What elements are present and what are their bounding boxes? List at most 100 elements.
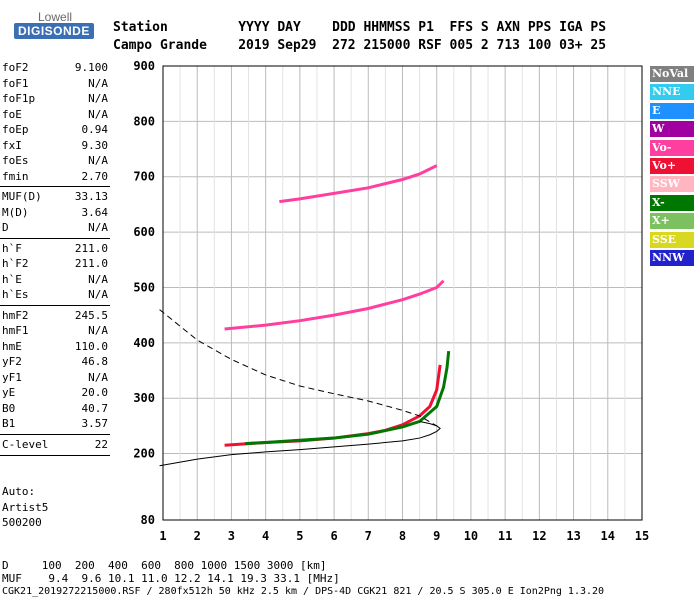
param-row: D N/A <box>2 220 108 235</box>
x-tick-label: 7 <box>365 529 372 543</box>
y-tick-label: 80 <box>141 513 155 527</box>
plot-frame <box>162 65 643 521</box>
param-row: foE N/A <box>2 107 108 122</box>
legend-item: X+ <box>650 213 694 230</box>
param-key: foEp <box>2 123 29 136</box>
footer-file-info: CGK21_2019272215000.RSF / 280fx512h 50 k… <box>2 586 605 597</box>
param-row: foEp 0.94 <box>2 122 108 137</box>
legend-item: Vo- <box>650 139 694 156</box>
legend-item: E <box>650 102 694 119</box>
auto-code: 500200 <box>2 516 42 529</box>
legend-item: Vo+ <box>650 158 694 174</box>
echo-trace <box>279 164 438 204</box>
param-value: 211.0 <box>74 257 108 270</box>
param-row: fxI 9.30 <box>2 138 108 153</box>
param-key: hmF1 <box>2 324 29 337</box>
header-row-values: Campo Grande 2019 Sep29 272 215000 RSF 0… <box>113 38 607 53</box>
param-value: N/A <box>88 107 108 121</box>
param-value: 22 <box>94 437 108 451</box>
param-value: N/A <box>88 288 108 301</box>
auto-label: Auto: <box>2 485 36 498</box>
param-key: MUF(D) <box>2 190 42 203</box>
param-row: hmF2 245.5 <box>2 308 108 323</box>
param-key: fmin <box>2 169 29 183</box>
legend-item: W <box>650 121 694 138</box>
param-value: N/A <box>88 154 108 167</box>
param-row: yF1 N/A <box>2 370 108 385</box>
param-value: 9.100 <box>74 61 108 74</box>
param-value: N/A <box>88 221 108 234</box>
param-value: N/A <box>88 324 108 337</box>
param-row: h`Es N/A <box>2 287 108 302</box>
param-value: 110.0 <box>74 339 108 353</box>
param-separator <box>0 186 110 187</box>
dashed-profile-line <box>159 309 437 427</box>
x-tick-label: 9 <box>433 529 440 543</box>
param-value: 245.5 <box>74 308 108 322</box>
y-tick-label: 800 <box>133 114 155 128</box>
x-tick-label: 2 <box>194 529 201 543</box>
param-separator <box>0 433 110 435</box>
y-tick-label: 900 <box>133 59 155 73</box>
x-tick-label: 8 <box>399 529 406 543</box>
echo-trace <box>224 279 445 331</box>
auto-algorithm: Artist5 <box>2 501 49 514</box>
param-row: C-level 22 <box>2 437 108 452</box>
legend-item: NNE <box>650 84 694 101</box>
param-key: foE <box>2 107 22 121</box>
param-value: N/A <box>88 272 108 286</box>
x-tick-label: 1 <box>159 529 166 543</box>
header-row-labels: Station YYYY DAY DDD HHMMSS P1 FFS S AXN… <box>113 20 607 35</box>
param-value: N/A <box>88 370 108 384</box>
param-row: foF2 9.100 <box>2 60 108 75</box>
param-key: hmF2 <box>2 308 29 322</box>
x-tick-label: 11 <box>498 529 512 543</box>
param-value: N/A <box>88 92 108 105</box>
param-key: foF1 <box>2 76 29 90</box>
param-row: M(D) 3.64 <box>2 205 108 220</box>
y-tick-label: 200 <box>133 447 155 461</box>
param-key: C-level <box>2 437 49 451</box>
y-tick-label: 600 <box>133 225 155 239</box>
param-value: 3.64 <box>81 205 109 219</box>
param-key: foF1p <box>2 92 36 105</box>
param-value: N/A <box>88 76 108 90</box>
param-value: 20.0 <box>81 386 109 399</box>
ionogram-chart: 1 2 3 4 5 6 7 8 9 10 11 12 13 14 158020030040050060070… <box>133 59 649 543</box>
param-row: B0 40.7 <box>2 401 108 416</box>
param-row: h`F 211.0 <box>2 241 108 256</box>
param-key: yE <box>2 386 16 399</box>
param-value: 0.94 <box>81 123 109 136</box>
footer-distance-row: D 100 200 400 600 800 1000 1500 3000 [km… <box>2 559 327 572</box>
param-key: D <box>2 221 9 234</box>
param-value: 9.30 <box>81 138 109 152</box>
y-tick-label: 300 <box>133 391 155 405</box>
param-key: h`Es <box>2 288 29 301</box>
param-key: hmE <box>2 339 22 353</box>
x-tick-label: 12 <box>532 529 546 543</box>
legend-item: NoVal <box>650 66 694 82</box>
param-row: h`E N/A <box>2 272 108 287</box>
x-tick-label: 10 <box>464 529 478 543</box>
y-tick-label: 400 <box>133 336 155 350</box>
param-value: 46.8 <box>81 355 109 368</box>
param-row: yE 20.0 <box>2 385 108 400</box>
param-separator <box>0 304 110 306</box>
param-value: 3.57 <box>81 417 109 430</box>
param-separator <box>0 455 110 456</box>
x-tick-label: 13 <box>566 529 580 543</box>
legend-item: SSW <box>650 176 694 193</box>
param-row: foF1 N/A <box>2 76 108 91</box>
logo-digisonde: DIGISONDE <box>14 23 94 39</box>
footer-muf-row: MUF 9.4 9.6 10.1 11.0 12.2 14.1 19.3 33.… <box>2 572 340 585</box>
param-separator <box>0 237 110 239</box>
legend-item: X- <box>650 194 694 211</box>
param-key: yF1 <box>2 370 22 384</box>
x-tick-label: 14 <box>601 529 615 543</box>
param-key: yF2 <box>2 355 22 368</box>
param-key: fxI <box>2 138 22 152</box>
param-key: h`F <box>2 241 22 255</box>
legend-item: NNW <box>650 250 694 266</box>
param-row: fmin 2.70 <box>2 169 108 184</box>
legend-item: SSE <box>650 231 694 248</box>
